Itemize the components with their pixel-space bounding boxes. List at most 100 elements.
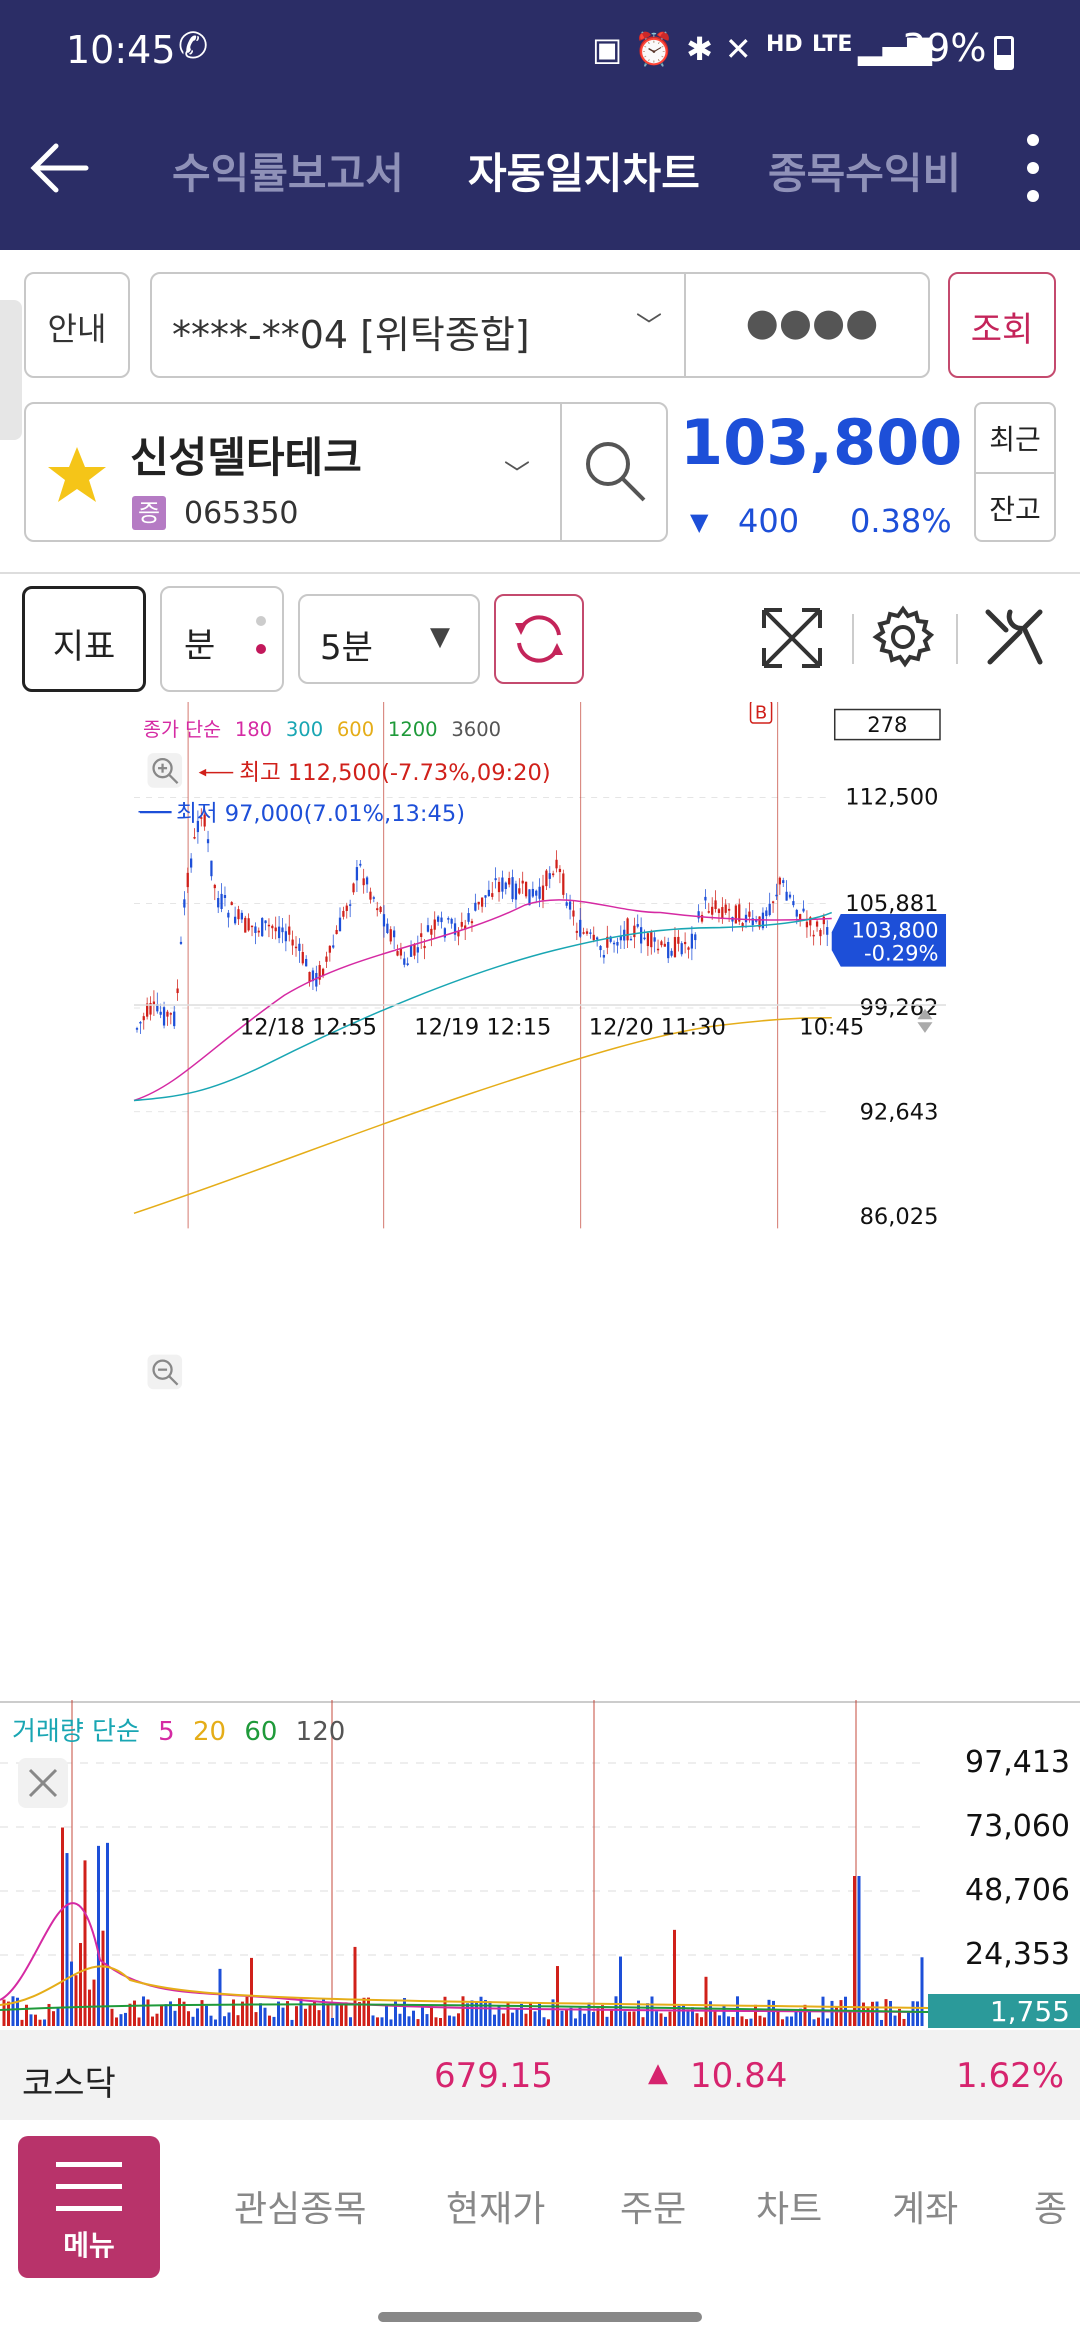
candle-body [301,951,304,964]
bar-count-box [833,708,941,741]
volume-bar [785,2016,789,2026]
close-volume-icon[interactable] [18,1758,68,1808]
candle-body [565,902,568,906]
volume-bar [160,2004,163,2026]
star-favorite-icon[interactable] [46,444,108,506]
volume-bar [286,2001,289,2026]
volume-bar [862,2002,865,2026]
volume-tick-1: 97,413 [965,1745,1070,1780]
ma180-line [133,899,832,1102]
tab-auto-journal-chart[interactable]: 자동일지차트 [468,149,700,198]
more-menu-icon[interactable] [1018,128,1048,208]
candle-body [727,908,731,911]
volume-bar [691,2007,694,2026]
time-scroll-icon[interactable] [917,1008,933,1033]
volume-bar [830,2000,834,2026]
candle-body [352,883,355,893]
candle-body [768,903,771,916]
moving-average-lines [133,899,833,1214]
password-field[interactable]: ●●●● [745,300,879,344]
recent-balance-toggle[interactable]: 최근 잔고 [974,402,1056,542]
volume-bar [173,2010,177,2026]
volume-bar [695,2013,699,2026]
volume-bar [191,2016,195,2026]
volume-bar [326,2004,330,2026]
price-tick-2: 105,881 [845,891,938,917]
balance-label[interactable]: 잔고 [989,493,1041,526]
tab-return-report[interactable]: 수익률보고서 [172,149,404,198]
ma300-line [133,911,833,1102]
price-tick-4: 92,643 [860,1099,939,1125]
down-triangle-icon: ▼ [690,508,709,536]
candle-body [315,972,318,987]
volume-bar [115,2017,118,2026]
stock-selector[interactable]: 신성델타테크 증 065350 ﹀ [24,402,668,542]
candle-body [552,873,555,876]
indicator-button[interactable]: 지표 [22,586,146,692]
nav-current-price[interactable]: 현재가 [446,2189,546,2230]
nav-more[interactable]: 종 [1034,2189,1068,2230]
candle-body [169,1013,172,1015]
candle-body [416,947,419,953]
volume-bar [673,1929,676,2026]
tab-stock-return[interactable]: 종목수익비 [768,149,962,198]
volume-bar [52,2011,55,2026]
candle-body [250,925,254,928]
candle-body [704,896,707,901]
nav-order[interactable]: 주문 [620,2189,687,2230]
candle-body [220,893,223,909]
candle-body [379,906,382,913]
nav-account[interactable]: 계좌 [892,2189,959,2230]
candle-body [562,873,565,895]
zoom-in-icon[interactable] [147,753,183,788]
interval-select[interactable]: 5분 ▼ [298,594,480,684]
volume-bar [164,2004,168,2026]
volume-bar [254,2012,258,2026]
candle-body [240,912,244,920]
recent-label[interactable]: 최근 [989,423,1041,456]
candle-body [342,910,345,917]
candle-body [335,929,338,935]
menu-button[interactable]: 메뉴 [18,2136,160,2278]
volume-bar [628,2011,631,2026]
candle-body [311,970,315,982]
candle-body [365,877,369,885]
tools-icon[interactable] [980,602,1050,672]
account-selector[interactable]: ****-**04 [위탁종합] ﹀ ●●●● [150,272,930,378]
candle-body [636,924,639,927]
guide-button[interactable]: 안내 [24,272,130,378]
volume-bar [632,2011,636,2026]
expand-icon[interactable] [758,604,826,672]
chart-toolbar: 지표 분 5분 ▼ [0,572,1080,702]
volume-bar [367,1997,370,2026]
gear-icon[interactable] [870,604,936,670]
candle-body [413,943,416,956]
refresh-button[interactable] [494,594,584,684]
search-icon[interactable] [580,436,650,506]
candle-body [751,918,754,926]
volume-bar [812,2019,816,2026]
volume-bar [682,2005,685,2026]
candle-body [389,929,392,942]
candle-body [355,867,359,881]
candle-body [778,877,781,885]
dot-icon [256,616,266,626]
volume-bar [677,2005,681,2026]
volume-tick-2: 73,060 [965,1809,1070,1844]
zoom-out-icon[interactable] [147,1354,183,1390]
side-drawer-handle[interactable] [0,300,22,440]
back-arrow-icon[interactable] [28,136,92,200]
query-button[interactable]: 조회 [948,272,1056,378]
dot-icon [256,644,266,654]
nav-watchlist[interactable]: 관심종목 [234,2189,367,2230]
volume-bar [245,1996,249,2026]
volume-bar [587,2002,591,2026]
price-volume-chart[interactable]: 종가 단순 180 300 600 1200 3600 278 최고 112,5… [0,702,1080,1702]
interval-unit-button[interactable]: 분 [160,586,284,692]
volume-bar [799,2008,802,2026]
candle-body [646,933,650,947]
candle-body [741,923,744,928]
nav-chart[interactable]: 차트 [756,2189,823,2230]
volume-chart[interactable]: 거래량 단순 5 20 60 120 97,413 73,060 48,706 … [0,1700,1080,2032]
volume-bar [551,1999,555,2026]
